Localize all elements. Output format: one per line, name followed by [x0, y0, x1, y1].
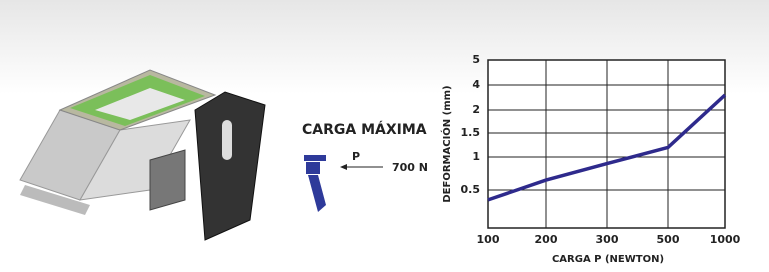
force-label: P: [352, 150, 360, 163]
x-tick-label: 200: [535, 233, 558, 246]
y-tick-label: 1.5: [461, 126, 481, 139]
y-axis-title: DEFORMACIÓN (mm): [440, 85, 453, 202]
x-tick-label: 500: [657, 233, 680, 246]
x-axis-title: CARGA P (NEWTON): [552, 254, 664, 265]
y-tick-label: 4: [472, 78, 480, 91]
force-value: 700 N: [392, 161, 428, 174]
y-tick-label: 5: [472, 53, 480, 66]
x-tick-label: 300: [596, 233, 619, 246]
page: CARGA MÁXIMA P 700 N CARGA P (NEWTON) DE…: [0, 0, 769, 268]
max-load-title: CARGA MÁXIMA: [302, 121, 427, 138]
y-tick-label: 1: [472, 150, 480, 163]
y-tick-label: 0.5: [461, 183, 481, 196]
x-tick-label: 100: [477, 233, 500, 246]
x-tick-label: 1000: [710, 233, 741, 246]
y-tick-label: 2: [472, 103, 480, 116]
